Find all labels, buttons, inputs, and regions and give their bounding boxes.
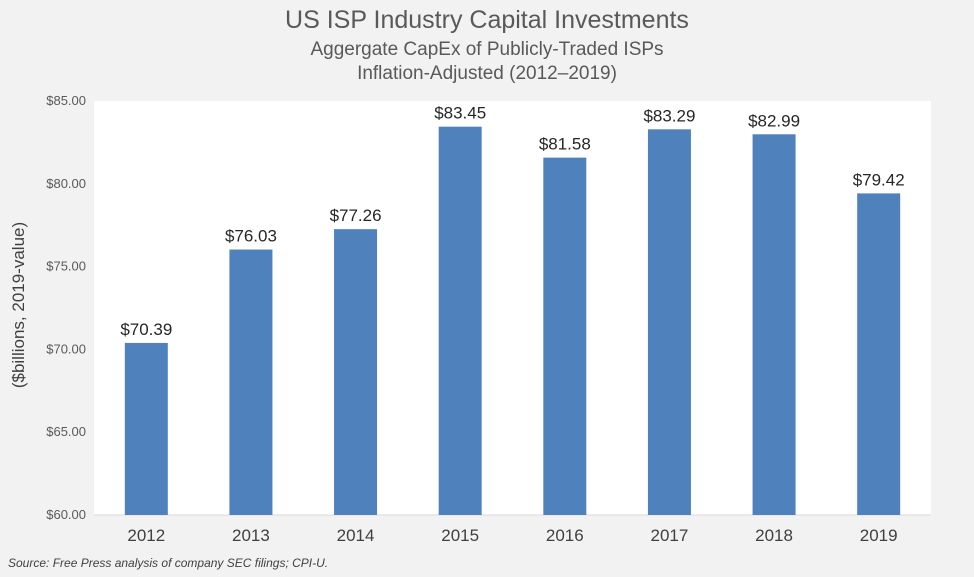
x-tick-label: 2013	[232, 526, 270, 545]
y-tick-label: $75.00	[46, 259, 86, 274]
y-tick-label: $65.00	[46, 424, 86, 439]
bar-2013	[229, 249, 273, 515]
x-tick-label: 2019	[860, 526, 898, 545]
source-note: Source: Free Press analysis of company S…	[8, 556, 329, 570]
x-tick-label: 2018	[755, 526, 793, 545]
x-tick-label: 2016	[546, 526, 584, 545]
bar-chart-svg: $60.00 $65.00 $70.00 $75.00 $80.00 $85.00 $70.…	[46, 93, 931, 545]
data-label: $70.39	[120, 320, 172, 339]
data-label: $82.99	[748, 111, 800, 130]
y-tick-label: $80.00	[46, 176, 86, 191]
data-label: $83.45	[434, 104, 486, 123]
data-label: $81.58	[539, 135, 591, 154]
chart-subtitle-line-1: Aggergate CapEx of Publicly-Traded ISPs	[310, 39, 664, 60]
bar-2019	[857, 193, 901, 516]
data-label: $76.03	[225, 227, 277, 246]
chart-subtitle-line-2: Inflation-Adjusted (2012–2019)	[357, 63, 617, 84]
y-tick-label: $60.00	[46, 507, 86, 522]
x-tick-label: 2015	[441, 526, 479, 545]
bar-2012	[124, 342, 168, 515]
bar-2015	[438, 126, 482, 515]
x-tick-label: 2014	[337, 526, 375, 545]
bar-2014	[334, 229, 378, 516]
data-label: $77.26	[330, 206, 382, 225]
x-tick-label: 2017	[651, 526, 689, 545]
bar-2017	[647, 129, 691, 515]
data-label: $83.29	[643, 106, 695, 125]
bar-2016	[543, 157, 587, 515]
bar-2018	[752, 134, 796, 516]
data-label: $79.42	[853, 170, 905, 189]
chart-title: US ISP Industry Capital Investments	[285, 6, 689, 34]
plot-area: $60.00 $65.00 $70.00 $75.00 $80.00 $85.00 $70.…	[46, 93, 931, 545]
y-tick-label: $85.00	[46, 93, 86, 108]
y-tick-label: $70.00	[46, 341, 86, 356]
y-axis-label: ($billions, 2019-value)	[9, 221, 28, 389]
x-tick-label: 2012	[127, 526, 165, 545]
